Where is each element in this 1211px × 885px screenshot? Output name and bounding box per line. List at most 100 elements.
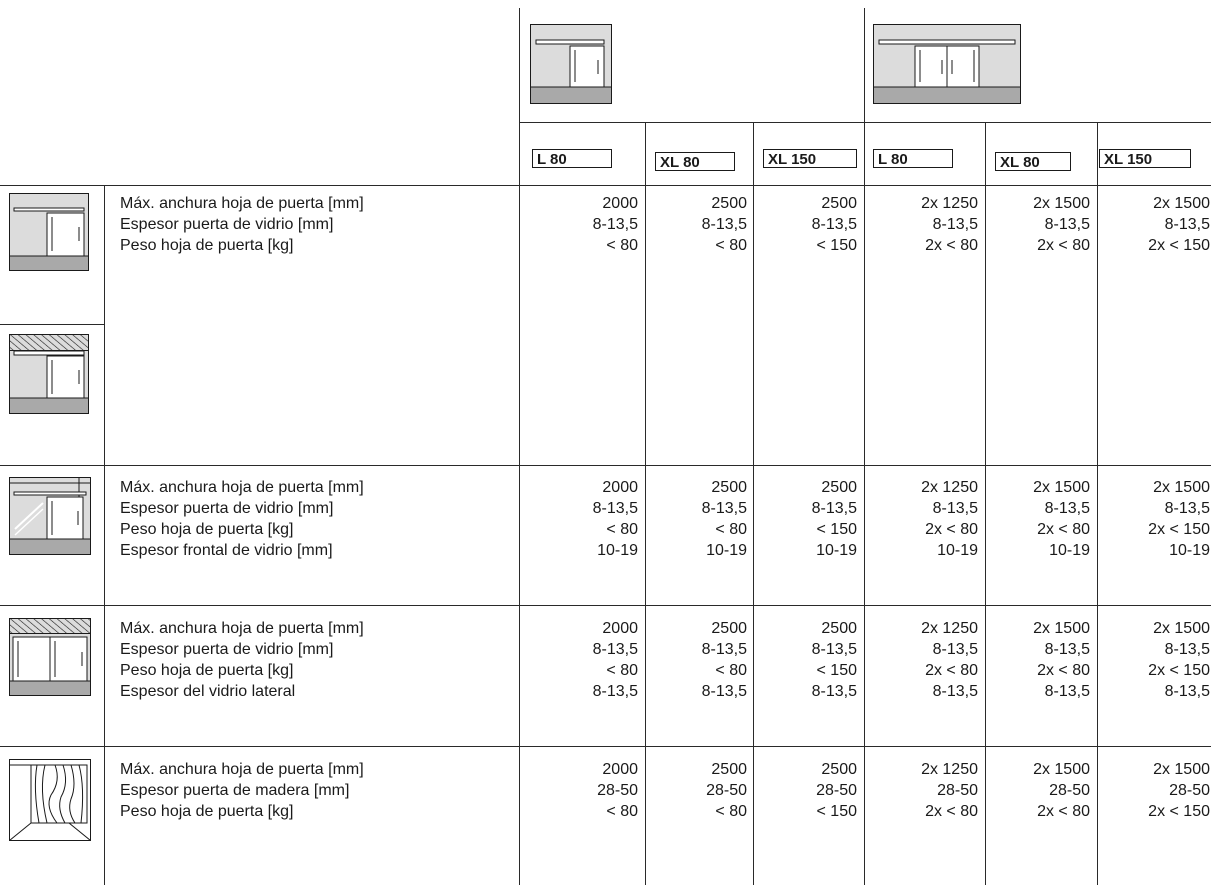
spec-value: 8-13,5 — [1044, 216, 1090, 233]
spec-value: 8-13,5 — [932, 683, 978, 700]
spec-value: 2500 — [821, 761, 857, 778]
spec-value: 2x < 150 — [1148, 662, 1210, 679]
spec-value: 2x < 80 — [925, 803, 978, 820]
spec-value: 2x < 150 — [1148, 237, 1210, 254]
spec-value: < 80 — [715, 803, 747, 820]
spec-value: 2500 — [711, 620, 747, 637]
spec-value: 2000 — [602, 761, 638, 778]
spec-value: 28-50 — [816, 782, 857, 799]
spec-value: 2x 1500 — [1033, 479, 1090, 496]
spec-value: 2500 — [821, 620, 857, 637]
sliding-door-wall-mounted-icon — [9, 193, 89, 271]
spec-value: 2000 — [602, 620, 638, 637]
spec-value: < 80 — [606, 521, 638, 538]
spec-value: 2x 1500 — [1153, 761, 1210, 778]
divider-vertical — [645, 122, 646, 885]
spec-value: 8-13,5 — [811, 641, 857, 658]
spec-value: 10-19 — [1049, 542, 1090, 559]
model-label: L 80 — [532, 149, 612, 168]
spec-value: 2x 1250 — [921, 479, 978, 496]
spec-label: Máx. anchura hoja de puerta [mm] — [120, 620, 364, 637]
divider-vertical — [864, 8, 865, 885]
divider-horizontal — [0, 324, 104, 325]
spec-value: 2000 — [602, 479, 638, 496]
single-sliding-door-icon — [530, 24, 612, 104]
spec-value: 2x < 150 — [1148, 521, 1210, 538]
spec-label: Espesor puerta de vidrio [mm] — [120, 641, 334, 658]
model-label: L 80 — [873, 149, 953, 168]
spec-value: 10-19 — [816, 542, 857, 559]
divider-vertical — [1097, 122, 1098, 885]
spec-label: Peso hoja de puerta [kg] — [120, 803, 294, 820]
spec-value: < 150 — [816, 521, 857, 538]
spec-value: 2x < 80 — [925, 662, 978, 679]
spec-label: Espesor frontal de vidrio [mm] — [120, 542, 333, 559]
spec-value: 2x < 80 — [1037, 237, 1090, 254]
spec-value: 2500 — [821, 195, 857, 212]
spec-value: 2x < 80 — [925, 237, 978, 254]
spec-label: Máx. anchura hoja de puerta [mm] — [120, 761, 364, 778]
spec-value: 28-50 — [597, 782, 638, 799]
spec-value: 28-50 — [937, 782, 978, 799]
spec-value: 28-50 — [706, 782, 747, 799]
spec-value: < 80 — [606, 803, 638, 820]
spec-value: 2500 — [711, 195, 747, 212]
divider-horizontal — [0, 746, 1211, 747]
spec-value: < 80 — [715, 521, 747, 538]
spec-value: 2x 1500 — [1033, 620, 1090, 637]
spec-value: 2x < 150 — [1148, 803, 1210, 820]
sliding-door-glass-front-icon — [9, 477, 91, 555]
spec-value: 8-13,5 — [592, 683, 638, 700]
spec-label: Espesor puerta de vidrio [mm] — [120, 500, 334, 517]
spec-value: 10-19 — [597, 542, 638, 559]
spec-value: 8-13,5 — [1164, 683, 1210, 700]
spec-value: 2x < 80 — [1037, 803, 1090, 820]
spec-value: 10-19 — [937, 542, 978, 559]
spec-value: 8-13,5 — [932, 641, 978, 658]
spec-value: < 80 — [715, 237, 747, 254]
divider-horizontal — [0, 465, 1211, 466]
spec-value: 2x 1500 — [1153, 620, 1210, 637]
spec-value: 2500 — [711, 479, 747, 496]
spec-value: 8-13,5 — [932, 216, 978, 233]
model-label: XL 80 — [995, 152, 1071, 171]
sliding-door-ceiling-mounted-icon — [9, 334, 89, 414]
spec-value: 28-50 — [1049, 782, 1090, 799]
spec-value: 2x 1250 — [921, 620, 978, 637]
divider-vertical — [753, 122, 754, 885]
spec-value: 2x < 80 — [925, 521, 978, 538]
spec-value: 2x < 80 — [1037, 662, 1090, 679]
spec-value: 10-19 — [1169, 542, 1210, 559]
spec-value: 8-13,5 — [811, 216, 857, 233]
spec-value: 8-13,5 — [701, 500, 747, 517]
wooden-door-icon — [9, 759, 91, 841]
spec-value: 2x 1500 — [1153, 195, 1210, 212]
spec-value: 8-13,5 — [811, 683, 857, 700]
spec-value: 10-19 — [706, 542, 747, 559]
spec-value: 2x 1500 — [1033, 195, 1090, 212]
spec-value: < 150 — [816, 237, 857, 254]
spec-value: 2x 1500 — [1153, 479, 1210, 496]
sliding-door-side-glass-icon — [9, 618, 91, 696]
divider-vertical — [104, 185, 105, 885]
spec-label: Peso hoja de puerta [kg] — [120, 662, 294, 679]
spec-value: 8-13,5 — [1164, 641, 1210, 658]
spec-label: Peso hoja de puerta [kg] — [120, 521, 294, 538]
spec-value: < 80 — [606, 237, 638, 254]
spec-value: < 80 — [606, 662, 638, 679]
spec-value: 8-13,5 — [932, 500, 978, 517]
spec-value: 2x 1500 — [1033, 761, 1090, 778]
spec-value: 8-13,5 — [1044, 683, 1090, 700]
spec-label: Peso hoja de puerta [kg] — [120, 237, 294, 254]
spec-label: Espesor del vidrio lateral — [120, 683, 296, 700]
divider-horizontal — [0, 605, 1211, 606]
spec-value: 8-13,5 — [592, 216, 638, 233]
spec-value: 8-13,5 — [592, 641, 638, 658]
spec-value: 8-13,5 — [1044, 641, 1090, 658]
spec-label: Máx. anchura hoja de puerta [mm] — [120, 479, 364, 496]
divider-vertical — [985, 122, 986, 885]
spec-value: 28-50 — [1169, 782, 1210, 799]
spec-label: Espesor puerta de vidrio [mm] — [120, 216, 334, 233]
divider-horizontal — [519, 122, 1211, 123]
spec-value: < 150 — [816, 803, 857, 820]
